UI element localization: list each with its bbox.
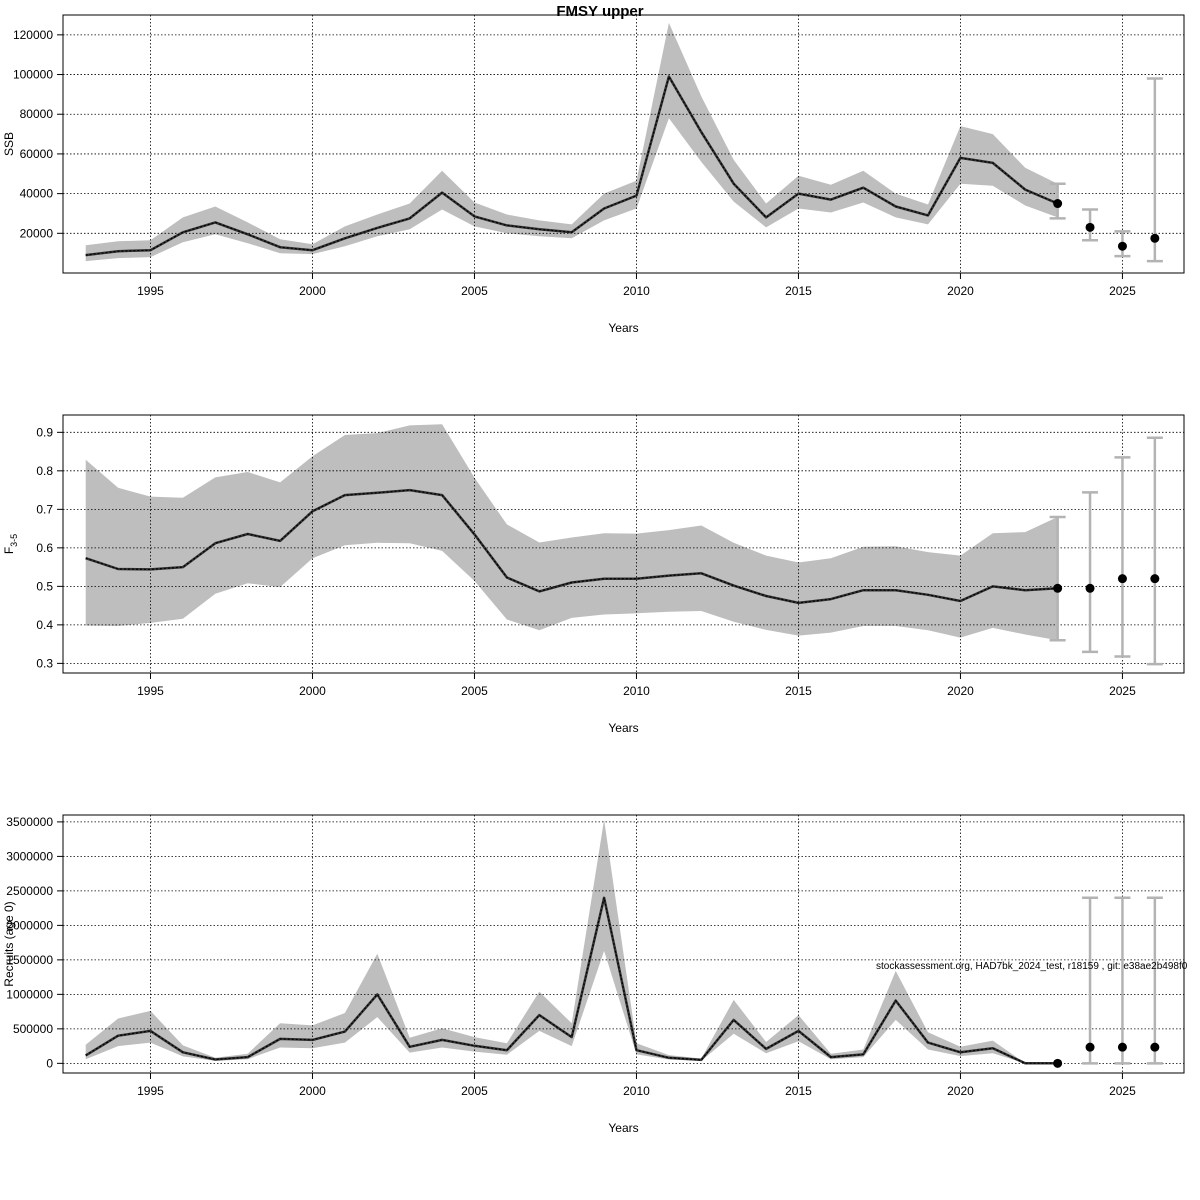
f35-forecast-point-2024 bbox=[1085, 583, 1095, 593]
ssb-forecast-point-2023 bbox=[1053, 199, 1063, 209]
recruits-ytick-label-7: 3500000 bbox=[6, 815, 53, 829]
recruits-xtick-label-2010: 2010 bbox=[623, 1084, 650, 1098]
recruits-xtick-label-2005: 2005 bbox=[461, 1084, 488, 1098]
ssb-xtick-label-2000: 2000 bbox=[299, 284, 326, 298]
f35-ylabel-subscript: 3-5 bbox=[9, 534, 19, 547]
ssb-forecast-point-2025 bbox=[1117, 241, 1127, 251]
f35-xtick-label-2000: 2000 bbox=[299, 684, 326, 698]
recruits-xtick-label-2000: 2000 bbox=[299, 1084, 326, 1098]
recruits-xtick-label-2015: 2015 bbox=[785, 1084, 812, 1098]
ssb-ylabel: SSB bbox=[2, 132, 16, 156]
figure-title: FMSY upper bbox=[556, 3, 643, 20]
f35-xtick-label-2010: 2010 bbox=[623, 684, 650, 698]
f35-ytick-label-1: 0.4 bbox=[36, 618, 53, 632]
f35-xtick-label-2005: 2005 bbox=[461, 684, 488, 698]
recruits-panel: 1995 2000 2005 2010 2015 2020 2025 0 500000 10000… bbox=[2, 814, 1185, 1135]
f35-plot-frame bbox=[62, 414, 1185, 674]
f35-ytick-label-0: 0.3 bbox=[36, 656, 53, 670]
f35-ytick-label-4: 0.7 bbox=[36, 502, 53, 516]
recruits-ytick-label-5: 2500000 bbox=[6, 884, 53, 898]
f35-ylabel: F3-5 bbox=[2, 534, 19, 554]
ssb-xtick-label-2010: 2010 bbox=[623, 284, 650, 298]
ssb-confidence-band bbox=[85, 22, 1058, 262]
f35-xtick-label-2020: 2020 bbox=[947, 684, 974, 698]
f35-ytick-label-6: 0.9 bbox=[36, 425, 53, 439]
ssb-ytick-label-2: 60000 bbox=[20, 147, 54, 161]
recruits-forecast-point-2024 bbox=[1085, 1042, 1095, 1052]
recruits-xtick-label-2025: 2025 bbox=[1109, 1084, 1136, 1098]
ssb-forecast-point-2026 bbox=[1150, 233, 1160, 243]
recruits-xtick-label-1995: 1995 bbox=[137, 1084, 164, 1098]
recruits-ylabel-text: Recruits (age 0) bbox=[2, 901, 16, 986]
f35-panel: 1995 2000 2005 2010 2015 2020 2025 0.3 0.4 0.5 0.6… bbox=[2, 414, 1185, 735]
recruits-xlabel: Years bbox=[608, 1121, 638, 1135]
f35-ytick-label-5: 0.8 bbox=[36, 464, 53, 478]
recruits-ytick-label-4: 2000000 bbox=[6, 918, 53, 932]
recruits-ytick-label-0: 0 bbox=[46, 1056, 53, 1070]
recruits-forecast-point-2025 bbox=[1117, 1042, 1127, 1052]
ssb-ytick-label-3: 80000 bbox=[20, 107, 54, 121]
f35-xlabel: Years bbox=[608, 721, 638, 735]
recruits-ylabel: Recruits (age 0) bbox=[2, 901, 16, 986]
ssb-panel: 1995 2000 2005 2010 2015 2020 2025 20000 40000 60… bbox=[2, 14, 1185, 335]
ssb-estimate-dots bbox=[85, 74, 1058, 256]
f35-forecast-point-2023 bbox=[1053, 583, 1063, 593]
ssb-xlabel: Years bbox=[608, 321, 638, 335]
ssb-forecast-point-2024 bbox=[1085, 222, 1095, 232]
recruits-ytick-label-3: 1500000 bbox=[6, 953, 53, 967]
ssb-ytick-label-1: 40000 bbox=[20, 187, 54, 201]
f35-ytick-label-3: 0.6 bbox=[36, 541, 53, 555]
ssb-xtick-label-2005: 2005 bbox=[461, 284, 488, 298]
recruits-ytick-label-6: 3000000 bbox=[6, 849, 53, 863]
footer-note: stockassessment.org, HAD7bk_2024_test, r… bbox=[876, 961, 1188, 972]
ssb-plot-frame bbox=[62, 14, 1185, 274]
recruits-estimate-dots bbox=[85, 897, 1058, 1064]
ssb-ytick-label-4: 100000 bbox=[13, 68, 53, 82]
ssb-ylabel-text: SSB bbox=[2, 132, 16, 156]
ssb-xtick-label-2020: 2020 bbox=[947, 284, 974, 298]
f35-forecast-point-2025 bbox=[1117, 574, 1127, 584]
ssb-ytick-label-5: 120000 bbox=[13, 28, 53, 42]
ssb-ytick-label-0: 20000 bbox=[20, 226, 54, 240]
recruits-plot-frame bbox=[62, 814, 1185, 1074]
f35-xtick-label-2025: 2025 bbox=[1109, 684, 1136, 698]
f35-estimate-dots bbox=[85, 489, 1058, 604]
recruits-ytick-label-2: 1000000 bbox=[6, 987, 53, 1001]
ssb-xtick-label-1995: 1995 bbox=[137, 284, 164, 298]
f35-ytick-label-2: 0.5 bbox=[36, 579, 53, 593]
recruits-ytick-label-1: 500000 bbox=[13, 1022, 53, 1036]
recruits-forecast-point-2023 bbox=[1053, 1058, 1063, 1068]
f35-xtick-label-2015: 2015 bbox=[785, 684, 812, 698]
ssb-xtick-label-2015: 2015 bbox=[785, 284, 812, 298]
f35-ylabel-text: F bbox=[2, 547, 16, 554]
f35-forecast-point-2026 bbox=[1150, 574, 1160, 584]
recruits-xtick-label-2020: 2020 bbox=[947, 1084, 974, 1098]
ssb-xtick-label-2025: 2025 bbox=[1109, 284, 1136, 298]
f35-xtick-label-1995: 1995 bbox=[137, 684, 164, 698]
recruits-forecast-point-2026 bbox=[1150, 1042, 1160, 1052]
f35-confidence-band bbox=[85, 424, 1058, 641]
